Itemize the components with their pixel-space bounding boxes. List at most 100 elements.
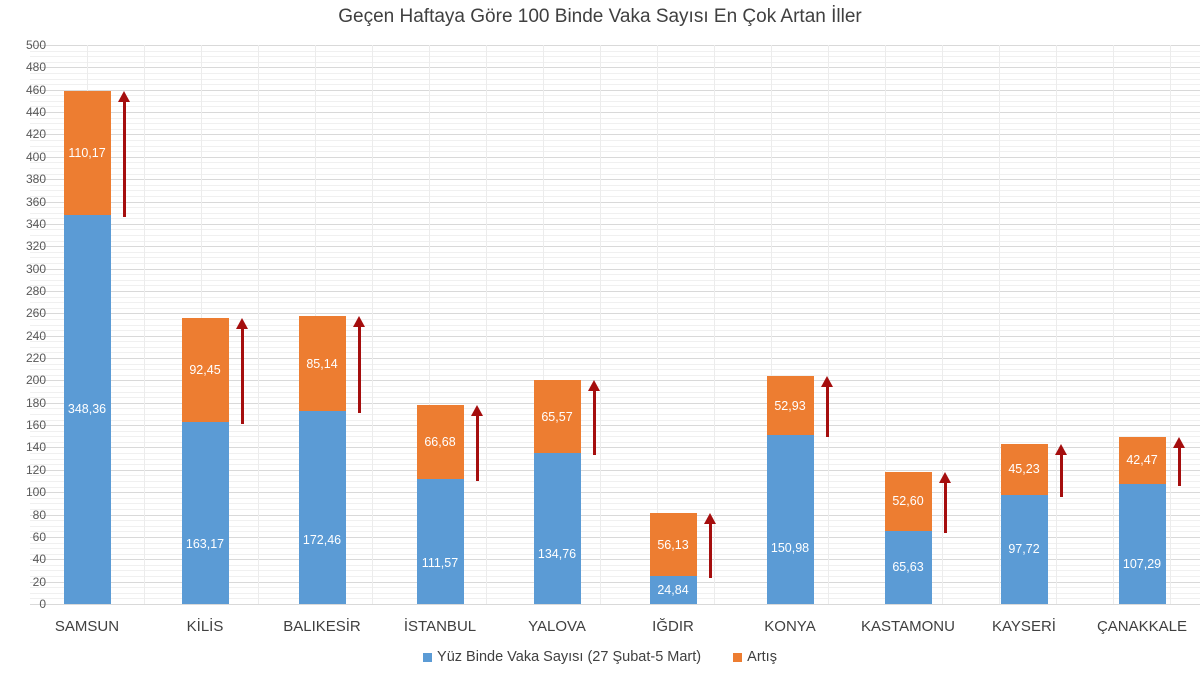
data-label-increase: 42,47: [1126, 453, 1158, 468]
bar-7: 52,60 65,63: [884, 471, 932, 604]
y-tick-label: 320: [25, 239, 46, 254]
bar-segment-base: [1118, 484, 1166, 604]
gridline: [30, 134, 1200, 136]
bar-segment-increase: [766, 376, 814, 436]
gridline: [30, 531, 1200, 533]
y-tick-label: 160: [25, 418, 46, 433]
data-label-increase: 52,93: [774, 398, 806, 413]
gridline: [30, 469, 1200, 471]
y-tick-label: 440: [25, 105, 46, 120]
vertical-gridline: [1170, 45, 1171, 604]
gridline: [30, 369, 1200, 371]
data-label-base: 111,57: [421, 555, 459, 570]
legend-label-base: Yüz Binde Vaka Sayısı (27 Şubat-5 Mart): [437, 649, 702, 665]
vertical-gridline: [543, 45, 544, 604]
bar-segment-increase: [1118, 436, 1166, 485]
gridline: [30, 520, 1200, 522]
gridline: [30, 307, 1200, 309]
bar-segment-base: [649, 576, 697, 604]
bar-segment-increase: [649, 513, 697, 577]
increase-arrow-icon: [939, 471, 951, 533]
x-axis-label: KİLİS: [186, 618, 224, 635]
gridline: [30, 279, 1200, 281]
vertical-gridline: [885, 45, 886, 604]
bar-segment-increase: [298, 316, 346, 412]
y-tick-label: 140: [25, 440, 46, 455]
bar-5: 56,13 24,84: [649, 513, 697, 604]
gridline: [30, 358, 1200, 360]
gridline: [30, 514, 1200, 516]
gridline: [30, 425, 1200, 427]
gridline: [30, 413, 1200, 415]
y-tick-label: 60: [32, 529, 46, 544]
gridline: [30, 201, 1200, 203]
bar-segment-increase: [884, 471, 932, 531]
gridline: [30, 402, 1200, 404]
gridline: [30, 296, 1200, 298]
x-axis-label: BALIKESİR: [283, 618, 361, 635]
gridline: [30, 330, 1200, 332]
gridline: [30, 391, 1200, 393]
bar-segment-base: [181, 421, 229, 604]
gridline: [30, 492, 1200, 494]
x-axis-label: ÇANAKKALE: [1096, 618, 1188, 635]
gridline: [30, 173, 1200, 175]
gridline: [30, 363, 1200, 365]
gridline: [30, 430, 1200, 432]
bar-segment-increase: [181, 318, 229, 422]
y-tick-label: 80: [32, 507, 46, 522]
gridline: [30, 251, 1200, 253]
gridline: [30, 475, 1200, 477]
vertical-gridline: [657, 45, 658, 604]
gridline: [30, 380, 1200, 382]
data-label-base: 24,84: [657, 583, 689, 598]
gridline: [30, 56, 1200, 58]
gridline: [30, 95, 1200, 97]
bar-segment-increase: [416, 404, 464, 480]
data-label-base: 97,72: [1008, 542, 1040, 557]
increase-arrow-icon: [821, 375, 833, 438]
gridline: [30, 195, 1200, 197]
vertical-gridline: [942, 45, 943, 604]
gridline: [30, 235, 1200, 237]
gridline: [30, 352, 1200, 354]
data-label-base: 134,76: [537, 547, 577, 562]
y-tick-label: 480: [25, 60, 46, 75]
data-label-base: 172,46: [302, 533, 342, 548]
legend-item-increase: Artış: [733, 649, 777, 665]
gridline: [30, 559, 1200, 561]
data-label-base: 107,29: [1122, 557, 1162, 572]
gridline: [30, 346, 1200, 348]
gridline: [30, 212, 1200, 214]
bar-8: 45,23 97,72: [1000, 444, 1048, 604]
y-tick-label: 300: [25, 261, 46, 276]
gridline: [30, 397, 1200, 399]
gridline: [30, 67, 1200, 69]
gridline: [30, 151, 1200, 153]
y-tick-label: 0: [39, 597, 46, 611]
gridline: [30, 335, 1200, 337]
bar-9: 42,47 107,29: [1118, 436, 1166, 604]
gridline: [30, 285, 1200, 287]
gridline: [30, 576, 1200, 578]
gridline: [30, 140, 1200, 142]
gridline: [30, 229, 1200, 231]
data-label-base: 150,98: [770, 541, 810, 556]
gridline: [30, 106, 1200, 108]
data-label-base: 163,17: [185, 536, 225, 551]
x-axis-label: İSTANBUL: [403, 618, 477, 635]
legend-item-base: Yüz Binde Vaka Sayısı (27 Şubat-5 Mart): [423, 649, 701, 665]
gridline: [30, 240, 1200, 242]
y-tick-label: 280: [25, 283, 46, 298]
vertical-gridline: [828, 45, 829, 604]
bar-segment-base: [766, 435, 814, 604]
increase-arrow-icon: [588, 379, 600, 456]
gridline: [30, 89, 1200, 91]
gridline: [30, 564, 1200, 566]
gridline: [30, 441, 1200, 443]
y-tick-label: 100: [25, 485, 46, 500]
gridline: [30, 257, 1200, 259]
y-tick-label: 220: [25, 351, 46, 366]
plot-area: 0 20 40 60 80 100 120 140 160 180 200 220 240 260 280 3…: [26, 38, 1200, 611]
gridline: [30, 453, 1200, 455]
